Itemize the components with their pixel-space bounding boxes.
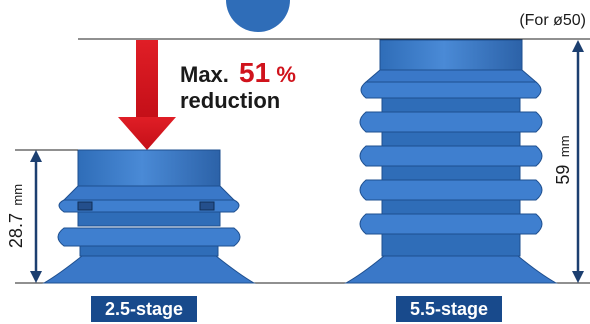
left-height-dimension bbox=[15, 149, 78, 283]
right-stage-label: 5.5-stage bbox=[410, 299, 488, 319]
reduction-value: 51 bbox=[239, 57, 270, 88]
right-height-unit: mm bbox=[557, 135, 572, 157]
left-height-unit: mm bbox=[10, 184, 25, 206]
reduction-arrow bbox=[118, 40, 176, 150]
left-stage-label: 2.5-stage bbox=[105, 299, 183, 319]
reduction-unit: % bbox=[276, 62, 296, 87]
size-note: (For ø50) bbox=[519, 12, 586, 29]
left-stage-badge: 2.5-stage bbox=[91, 296, 197, 322]
left-height-value: 28.7 bbox=[6, 213, 26, 248]
reduction-text-line2: reduction bbox=[180, 88, 280, 113]
reduction-text-line1: Max. 51 % bbox=[180, 57, 296, 88]
top-cropped-shape bbox=[226, 0, 290, 32]
right-stage-badge: 5.5-stage bbox=[396, 296, 502, 322]
left-vacuum-cup bbox=[42, 149, 256, 284]
right-height-label: 59 mm bbox=[553, 135, 573, 184]
right-height-dimension bbox=[572, 40, 584, 283]
right-height-value: 59 bbox=[553, 165, 573, 185]
right-vacuum-cup bbox=[344, 39, 558, 284]
reduction-prefix: Max. bbox=[180, 62, 229, 87]
left-height-label: 28.7 mm bbox=[6, 184, 26, 248]
